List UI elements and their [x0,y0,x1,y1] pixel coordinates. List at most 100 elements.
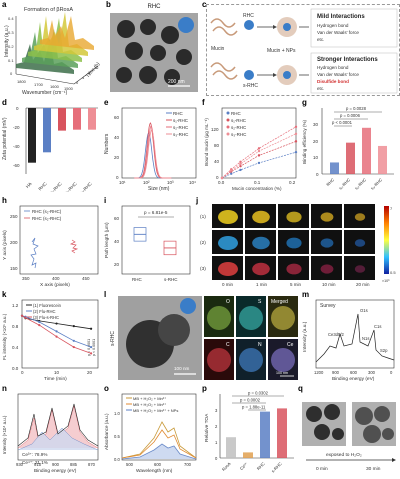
panel-p-ytick: 3 [215,408,218,413]
panel-h-legend: RHC (s₂-RHC) RHC (s₂-RHC) [24,209,62,221]
panel-m-peak: Ce3d5/2 [328,332,345,337]
fluorescence-blob [286,237,302,249]
panel-g-ytick: 0 [316,172,319,177]
fluorescence-blob [320,238,334,248]
panel-label-b: b [106,0,111,9]
panel-g-ylabel: Binding efficiency (%) [302,119,307,164]
panel-label-g: g [302,98,307,107]
panel-l-scalebar-2: 100 nm [276,371,288,375]
point [239,164,242,168]
panel-f-ylabel: Bound mucin (μg mL⁻¹) [204,118,209,166]
panel-d-ytick: 0 [16,106,19,111]
legend-label: RHC [173,111,183,116]
panel-l-eds-mapping: s-RHC 100 nm O S Merged C N Ce 100 nm [104,294,300,382]
panel-o-curve-1 [121,421,197,459]
panel-g-xtick: s₁-RHC [338,177,351,190]
point [24,316,27,319]
panel-n-legend: Ce⁴⁺: 21.1% [22,460,48,465]
panel-q-caption: exposed to H₂O₂ [326,452,362,458]
panel-j-scale-bottom: 0.5 [390,270,396,275]
panel-o-curve-3 [121,443,197,460]
panel-d-xtick: RHC [37,181,47,191]
panel-l-channel: N [258,342,262,348]
panel-p-xtick: s-RHC [270,461,282,473]
panel-e-size: Numbers Size (nm) 0 20 40 60 10¹ 10² 10³… [104,102,200,192]
point [239,160,242,164]
panel-d-zeta: Zeta potential (mV) 0 -20 -40 -60 HA RHC s… [2,102,102,195]
point [257,154,261,157]
panel-g-xtick: s₃-RHC [370,177,384,191]
panel-o-ylabel: Absorbance (a.u.) [104,413,109,450]
fluorescence-blob [218,236,238,250]
fluorescence-blob [286,211,302,223]
panel-m-ylabel: Intensity (a.u.) [302,321,308,352]
panel-n-xlabel: Binding energy (eV) [34,468,77,474]
bar-2 [58,108,66,131]
legend-label: s₃-RHC [173,132,189,137]
panel-d-xtick: s₁-RHC [49,181,63,192]
panel-k-xtick: 0 [21,370,24,375]
panel-p-xtick: RHC [256,461,266,471]
panel-d-ytick: -40 [13,144,20,149]
series-3 [221,133,297,179]
panel-label-o: o [104,384,109,393]
legend-label: MB + H₂O₂ + Mn²⁺ + NPs [133,408,178,413]
point [257,147,261,150]
point [72,345,75,349]
fluorescence-blob [252,262,270,276]
panel-e-ytick: 60 [114,115,120,120]
panel-a-xtick: 1500 [64,86,74,91]
panel-o-absorbance: Absorbance (a.u.) Wavelength (nm) MB + H… [104,388,200,474]
panel-l-side-label: s-RHC [110,331,116,346]
panel-label-p: p [202,384,207,393]
panel-j-scale-top: 7 [390,206,393,211]
legend-label: RHC [231,111,241,116]
bar-1 [43,108,51,153]
panel-k-stat: p < 0.0001 [87,339,91,356]
point [239,162,242,166]
panel-a-xtick: 1800 [17,79,27,84]
panel-l-channel: Ce [287,342,294,348]
panel-f-ytick: 120 [211,127,219,132]
point [38,324,41,327]
bar-3 [73,108,81,130]
bar-3 [378,145,387,174]
panel-n-xtick: 870 [88,462,96,467]
panel-e-ytick: 0 [116,175,119,180]
panel-label-h: h [2,196,7,205]
panel-l-scalebar: 100 nm [174,366,189,371]
panel-i-ytick: 40 [114,239,120,244]
panel-i-ytick: 20 [114,262,120,267]
panel-f-xtick: 0.2 [289,180,296,185]
panel-a-ytick: 0.4 [8,16,14,21]
panel-h-xtick: 350 [22,276,30,281]
bar-4 [88,108,96,130]
panel-g-stat: p = 0.0006 [340,113,361,118]
fluorescence-blob [320,264,334,274]
panel-m-peak: O1s [360,308,368,313]
panel-label-a: a [2,0,7,9]
panel-a-xtick: 1700 [34,82,44,87]
panel-n-legend: Ce³⁺: 78.9% [22,452,47,457]
point [55,322,58,325]
panel-a-ytick: 0.1 [8,58,14,63]
panel-l-channel: O [226,299,230,305]
panel-j-colorbar [384,206,389,274]
panel-o-ytick: 1.0 [114,411,120,416]
panel-l-channel: Merged [271,299,288,305]
panel-label-d: d [2,98,7,107]
panel-label-l: l [104,290,107,299]
bar-0 [28,108,36,163]
point [72,339,75,342]
panel-f-ytick: 80 [214,143,220,148]
panel-b-tem: RHC 200 nm [110,4,198,92]
point [89,327,93,330]
panel-g-ytick: 20 [313,139,319,144]
panel-i-ytick: 60 [114,216,120,221]
panel-n-xps-ce: Intensity (×10⁴ a.u.) Binding energy (eV… [2,388,102,474]
panel-f-xtick: 0.1 [254,180,261,185]
panel-n-ce4-fit [17,427,99,451]
fluorescence-blob [354,265,366,273]
panel-g-xtick: RHC [325,177,335,187]
panel-p-stat: p = 0.0302 [248,391,269,396]
